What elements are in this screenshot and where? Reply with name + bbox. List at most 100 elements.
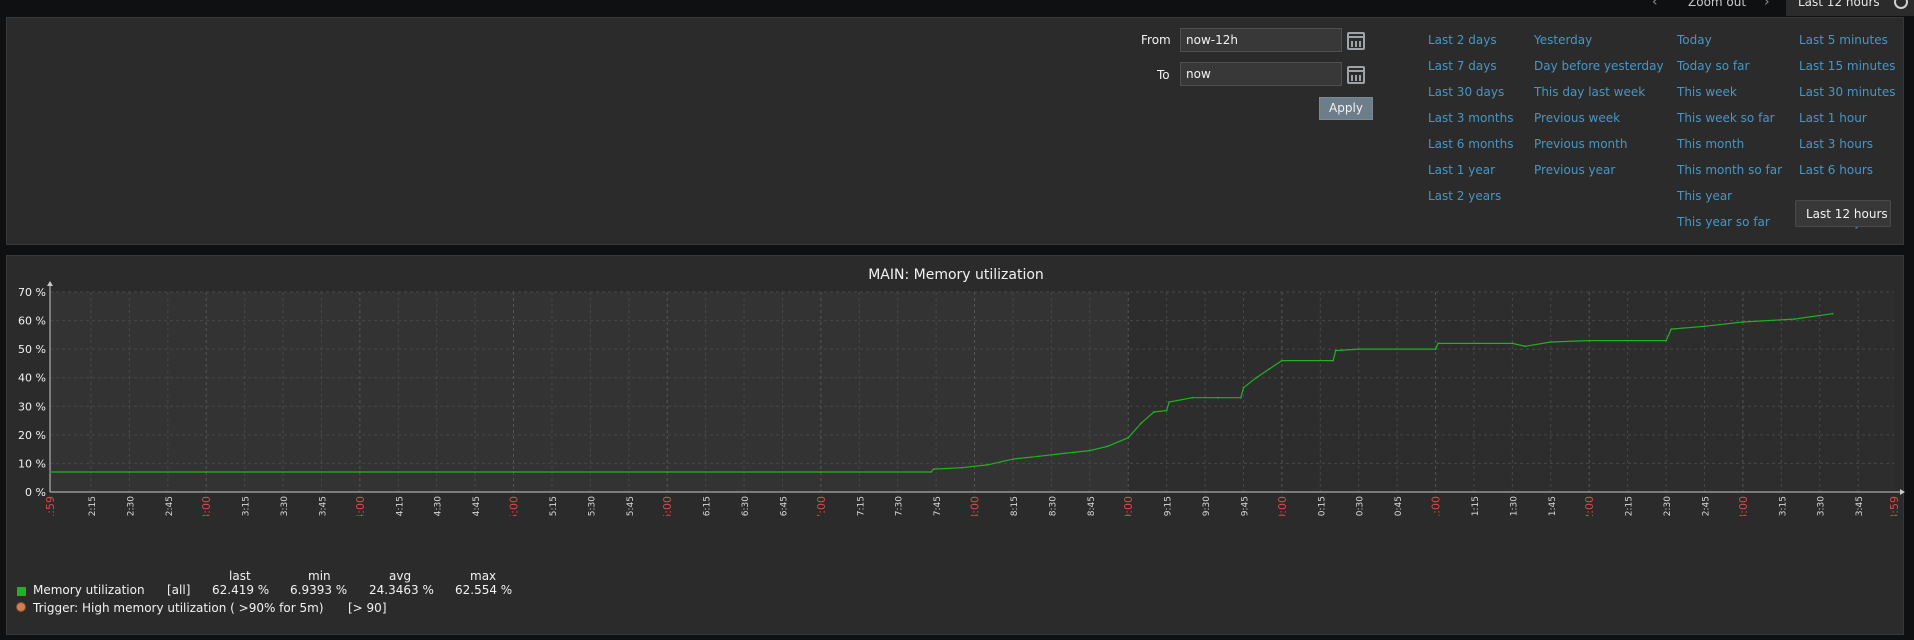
data-point — [666, 471, 669, 473]
legend-max-value: 62.554 % — [455, 583, 513, 597]
quick-range-yesterday[interactable]: Yesterday — [1534, 33, 1593, 47]
quick-range-last-6-months[interactable]: Last 6 months — [1428, 137, 1514, 151]
quick-range-this-year[interactable]: This year — [1677, 189, 1733, 203]
quick-range-last-5-minutes[interactable]: Last 5 minutes — [1799, 33, 1888, 47]
y-tick-label: 0 % — [25, 486, 46, 499]
quick-range-last-2-years[interactable]: Last 2 years — [1428, 189, 1502, 203]
x-tick-label: 06:15 — [703, 496, 713, 516]
quick-range-selected[interactable]: Last 12 hours — [1795, 200, 1891, 227]
y-tick-label: 20 % — [18, 429, 46, 442]
x-tick-label: 09:45 — [1240, 496, 1250, 516]
from-calendar-icon[interactable] — [1347, 32, 1365, 50]
quick-range-this-day-last-week[interactable]: This day last week — [1534, 85, 1646, 99]
data-point — [1088, 449, 1091, 452]
time-filter-panel: From To Apply Last 2 days Last 7 days Last… — [6, 17, 1904, 245]
y-tick-label: 70 % — [18, 286, 46, 299]
data-point — [49, 471, 51, 473]
data-point — [1665, 339, 1667, 342]
to-input[interactable] — [1180, 62, 1342, 86]
legend-avg-value: 24.3463 % — [369, 583, 434, 597]
x-tick-label: 04:00 — [354, 496, 367, 516]
data-point — [1357, 348, 1360, 350]
data-point — [1106, 445, 1109, 448]
data-point — [1281, 359, 1283, 362]
x-tick-label: 12:15 — [1625, 496, 1635, 516]
x-tick-label: 02:45 — [165, 496, 175, 516]
quick-range-last-6-hours[interactable]: Last 6 hours — [1799, 163, 1873, 177]
x-tick-label: 13:30 — [1817, 496, 1827, 516]
x-tick-label: 11:00 — [1430, 496, 1443, 516]
x-tick-label: 10:15 — [1317, 496, 1327, 516]
time-range-tab-label: Last 12 hours — [1798, 0, 1880, 9]
quick-range-last-30-days[interactable]: Last 30 days — [1428, 85, 1505, 99]
x-tick-label: 10:00 — [1276, 496, 1289, 516]
quick-range-last-15-minutes[interactable]: Last 15 minutes — [1799, 59, 1896, 73]
quick-range-today-so-far[interactable]: Today so far — [1677, 59, 1750, 73]
next-period-arrow-icon[interactable]: › — [1764, 0, 1770, 10]
data-point — [1437, 342, 1439, 345]
x-tick-label: 06:00 — [661, 496, 674, 516]
legend-header-max: max — [470, 569, 497, 583]
data-point — [1434, 348, 1437, 350]
data-point — [1524, 345, 1527, 348]
quick-range-last-30-minutes[interactable]: Last 30 minutes — [1799, 85, 1896, 99]
quick-range-previous-year[interactable]: Previous year — [1534, 163, 1616, 177]
x-tick-label: 08:45 — [1087, 496, 1097, 516]
from-input[interactable] — [1180, 28, 1342, 52]
data-point — [930, 471, 932, 473]
quick-range-previous-month[interactable]: Previous month — [1534, 137, 1628, 151]
x-start-label: 02-10 01:59 — [44, 496, 57, 516]
x-tick-label: 08:30 — [1048, 496, 1058, 516]
to-calendar-icon[interactable] — [1347, 66, 1365, 84]
quick-range-this-month-so-far[interactable]: This month so far — [1677, 163, 1783, 177]
quick-range-this-week[interactable]: This week — [1677, 85, 1737, 99]
data-point — [1152, 411, 1155, 413]
data-point — [1242, 386, 1245, 389]
y-tick-label: 60 % — [18, 315, 46, 328]
quick-range-last-7-days[interactable]: Last 7 days — [1428, 59, 1497, 73]
data-point — [128, 471, 131, 473]
x-tick-label: 07:30 — [895, 496, 905, 516]
quick-range-this-month[interactable]: This month — [1677, 137, 1745, 151]
legend-header-last: last — [229, 569, 251, 583]
x-tick-label: 09:00 — [1122, 496, 1135, 516]
x-tick-label: 10:30 — [1356, 496, 1366, 516]
data-point — [960, 466, 963, 469]
prev-period-arrow-icon[interactable]: ‹ — [1652, 0, 1658, 10]
series-color-swatch — [17, 587, 26, 596]
data-point — [1165, 409, 1168, 412]
quick-range-this-week-so-far[interactable]: This week so far — [1677, 111, 1775, 125]
legend-trigger-text: Trigger: High memory utilization ( >90% … — [33, 601, 324, 615]
quick-range-last-2-days[interactable]: Last 2 days — [1428, 33, 1497, 47]
quick-range-previous-week[interactable]: Previous week — [1534, 111, 1621, 125]
x-tick-label: 05:30 — [587, 496, 597, 516]
quick-range-last-1-hour[interactable]: Last 1 hour — [1799, 111, 1867, 125]
data-point — [1217, 396, 1219, 399]
data-point — [1191, 396, 1194, 399]
plot-shaded-region — [50, 292, 1129, 492]
quick-range-this-year-so-far[interactable]: This year so far — [1677, 215, 1770, 229]
x-tick-label: 03:45 — [318, 496, 328, 516]
data-point — [359, 471, 361, 473]
clock-icon — [1894, 0, 1908, 9]
x-axis-arrow-icon — [1900, 489, 1905, 495]
x-tick-label: 06:45 — [779, 496, 789, 516]
zoom-out-button[interactable]: Zoom out — [1688, 0, 1747, 9]
x-tick-label: 07:00 — [815, 496, 828, 516]
data-point — [1240, 396, 1242, 399]
x-tick-label: 09:30 — [1202, 496, 1212, 516]
legend-header-min: min — [308, 569, 331, 583]
legend-trigger-threshold: [> 90] — [348, 601, 387, 615]
data-point — [1012, 458, 1014, 460]
data-point — [1670, 328, 1673, 330]
quick-range-last-1-year[interactable]: Last 1 year — [1428, 163, 1496, 177]
time-range-tab[interactable]: Last 12 hours — [1786, 0, 1914, 16]
quick-range-day-before-yesterday[interactable]: Day before yesterday — [1534, 59, 1664, 73]
quick-range-last-3-months[interactable]: Last 3 months — [1428, 111, 1514, 125]
quick-range-last-3-hours[interactable]: Last 3 hours — [1799, 137, 1873, 151]
apply-button[interactable]: Apply — [1319, 97, 1373, 120]
quick-range-today[interactable]: Today — [1677, 33, 1712, 47]
x-tick-label: 07:15 — [856, 496, 866, 516]
data-point — [1255, 376, 1258, 379]
